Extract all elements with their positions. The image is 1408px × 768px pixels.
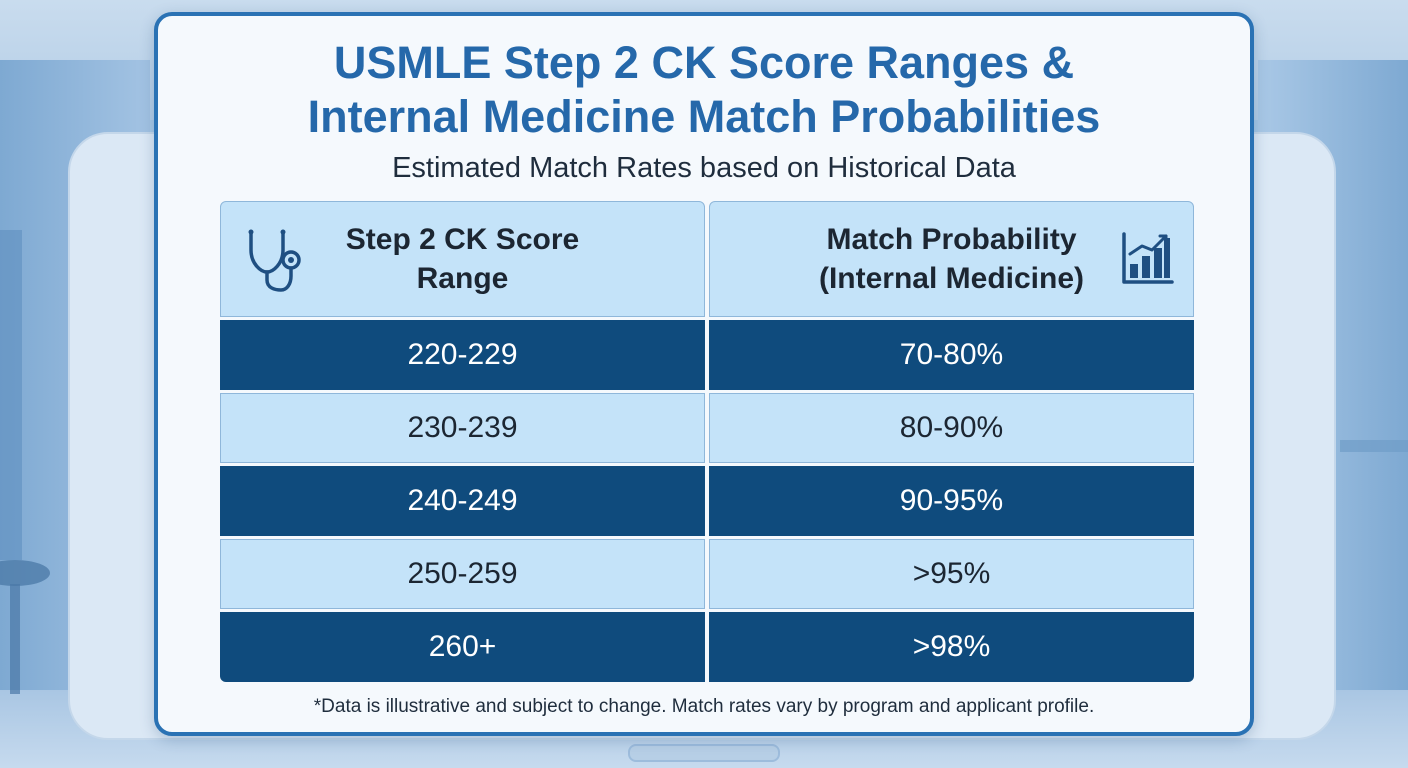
table-row: 260+ >98% [220,612,1194,682]
page-subtitle: Estimated Match Rates based on Historica… [392,152,1016,184]
match-probability-cell: 70-80% [709,320,1194,390]
score-table: Step 2 CK Score Range Match Probability … [220,201,1194,685]
header-probability-line-2: (Internal Medicine) [818,262,1085,295]
table-row: 240-249 90-95% [220,466,1194,536]
header-score-range-text: Step 2 CK Score Range [346,220,579,298]
table-row: 250-259 >95% [220,539,1194,609]
match-probability-cell: >95% [709,539,1194,609]
header-score-line-2: Range [416,262,509,295]
background-rail [1340,440,1408,452]
table-row: 230-239 80-90% [220,393,1194,463]
score-range-cell: 220-229 [220,320,705,390]
match-probability-cell: >98% [709,612,1194,682]
header-match-probability: Match Probability (Internal Medicine) [709,201,1194,317]
score-range-cell: 260+ [220,612,705,682]
table-row: 220-229 70-80% [220,320,1194,390]
bar-chart-icon [1122,232,1174,284]
header-probability-line-1: Match Probability [826,223,1077,256]
header-score-line-1: Step 2 CK Score [345,223,580,256]
score-range-cell: 240-249 [220,466,705,536]
monitor-stand [628,744,780,762]
info-card: USMLE Step 2 CK Score Ranges & Internal … [154,12,1254,736]
title-line-1: USMLE Step 2 CK Score Ranges & [333,37,1075,88]
page-title: USMLE Step 2 CK Score Ranges & Internal … [158,36,1250,144]
title-line-2: Internal Medicine Match Probabilities [307,91,1101,142]
background-door [0,230,22,560]
match-probability-cell: 80-90% [709,393,1194,463]
score-range-cell: 250-259 [220,539,705,609]
background-stool-leg [10,584,20,694]
header-probability-text: Match Probability (Internal Medicine) [819,220,1084,298]
footnote: *Data is illustrative and subject to cha… [313,696,1095,717]
match-probability-cell: 90-95% [709,466,1194,536]
header-score-range: Step 2 CK Score Range [220,201,705,317]
stethoscope-icon [248,229,301,292]
score-range-cell: 230-239 [220,393,705,463]
